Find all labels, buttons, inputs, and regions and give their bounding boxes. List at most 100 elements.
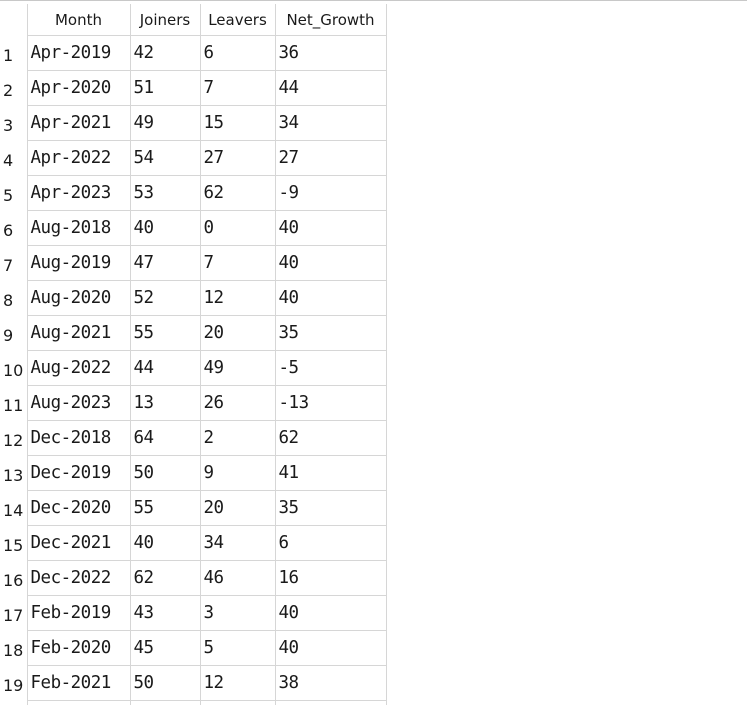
table-row[interactable]: 6 Aug-2018 40 0 40 — [0, 210, 387, 246]
cell-net-growth[interactable]: 6 — [275, 525, 387, 561]
cell-month[interactable]: Aug-2020 — [27, 280, 131, 316]
table-row[interactable]: 10 Aug-2022 44 49 -5 — [0, 350, 387, 386]
table-row[interactable]: 19 Feb-2021 50 12 38 — [0, 665, 387, 701]
cell-joiners[interactable]: 64 — [130, 420, 201, 456]
cell-month[interactable]: Aug-2018 — [27, 210, 131, 246]
cell-net-growth[interactable]: 41 — [275, 455, 387, 491]
cell-joiners[interactable]: 51 — [130, 70, 201, 106]
cell-net-growth[interactable]: 40 — [275, 210, 387, 246]
cell-joiners[interactable]: 44 — [130, 350, 201, 386]
cell-joiners[interactable]: 55 — [130, 490, 201, 526]
cell-month[interactable]: Dec-2020 — [27, 490, 131, 526]
cell-leavers[interactable]: 3 — [200, 595, 276, 631]
cell-leavers[interactable]: 62 — [200, 175, 276, 211]
table-row[interactable]: 16 Dec-2022 62 46 16 — [0, 560, 387, 596]
cell-month[interactable]: Apr-2023 — [27, 175, 131, 211]
cell-net-growth[interactable]: 35 — [275, 315, 387, 351]
cell-month[interactable]: Feb-2020 — [27, 630, 131, 666]
cell-month[interactable]: Feb-2021 — [27, 665, 131, 701]
cell-leavers[interactable]: 5 — [200, 630, 276, 666]
cell-month[interactable]: Apr-2019 — [27, 35, 131, 71]
cell-month[interactable]: Dec-2019 — [27, 455, 131, 491]
table-row[interactable]: 3 Apr-2021 49 15 34 — [0, 105, 387, 141]
table-row[interactable]: 20Feb-2022512130 — [0, 700, 387, 705]
cell-joiners[interactable]: 50 — [130, 455, 201, 491]
cell-leavers[interactable]: 0 — [200, 210, 276, 246]
cell-leavers[interactable]: 21 — [200, 700, 276, 705]
cell-leavers[interactable]: 7 — [200, 70, 276, 106]
table-row[interactable]: 5 Apr-2023 53 62 -9 — [0, 175, 387, 211]
table-row[interactable]: 15 Dec-2021 40 34 6 — [0, 525, 387, 561]
cell-net-growth[interactable]: -9 — [275, 175, 387, 211]
cell-net-growth[interactable]: 35 — [275, 490, 387, 526]
cell-month[interactable]: Dec-2018 — [27, 420, 131, 456]
cell-net-growth[interactable]: 40 — [275, 630, 387, 666]
cell-leavers[interactable]: 27 — [200, 140, 276, 176]
cell-joiners[interactable]: 52 — [130, 280, 201, 316]
cell-net-growth[interactable]: -13 — [275, 385, 387, 421]
cell-joiners[interactable]: 42 — [130, 35, 201, 71]
cell-net-growth[interactable]: -5 — [275, 350, 387, 386]
cell-leavers[interactable]: 46 — [200, 560, 276, 596]
cell-month[interactable]: Aug-2023 — [27, 385, 131, 421]
cell-leavers[interactable]: 2 — [200, 420, 276, 456]
cell-leavers[interactable]: 20 — [200, 315, 276, 351]
cell-net-growth[interactable]: 36 — [275, 35, 387, 71]
cell-leavers[interactable]: 7 — [200, 245, 276, 281]
cell-joiners[interactable]: 40 — [130, 210, 201, 246]
cell-month[interactable]: Feb-2022 — [27, 700, 131, 705]
cell-leavers[interactable]: 12 — [200, 280, 276, 316]
cell-joiners[interactable]: 45 — [130, 630, 201, 666]
table-row[interactable]: 2 Apr-2020 51 7 44 — [0, 70, 387, 106]
cell-leavers[interactable]: 49 — [200, 350, 276, 386]
table-row[interactable]: 18 Feb-2020 45 5 40 — [0, 630, 387, 666]
cell-month[interactable]: Apr-2021 — [27, 105, 131, 141]
cell-month[interactable]: Aug-2019 — [27, 245, 131, 281]
cell-month[interactable]: Dec-2022 — [27, 560, 131, 596]
cell-net-growth[interactable]: 34 — [275, 105, 387, 141]
table-row[interactable]: 12 Dec-2018 64 2 62 — [0, 420, 387, 456]
cell-joiners[interactable]: 53 — [130, 175, 201, 211]
cell-joiners[interactable]: 50 — [130, 665, 201, 701]
table-row[interactable]: 11 Aug-2023 13 26 -13 — [0, 385, 387, 421]
cell-month[interactable]: Apr-2022 — [27, 140, 131, 176]
cell-net-growth[interactable]: 44 — [275, 70, 387, 106]
cell-month[interactable]: Aug-2021 — [27, 315, 131, 351]
cell-leavers[interactable]: 6 — [200, 35, 276, 71]
cell-month[interactable]: Dec-2021 — [27, 525, 131, 561]
cell-net-growth[interactable]: 27 — [275, 140, 387, 176]
cell-leavers[interactable]: 9 — [200, 455, 276, 491]
cell-net-growth[interactable]: 62 — [275, 420, 387, 456]
cell-net-growth[interactable]: 40 — [275, 245, 387, 281]
cell-leavers[interactable]: 34 — [200, 525, 276, 561]
table-row[interactable]: 14 Dec-2020 55 20 35 — [0, 490, 387, 526]
cell-joiners[interactable]: 40 — [130, 525, 201, 561]
cell-net-growth[interactable]: 30 — [275, 700, 387, 705]
cell-joiners[interactable]: 54 — [130, 140, 201, 176]
cell-joiners[interactable]: 47 — [130, 245, 201, 281]
table-row[interactable]: 13 Dec-2019 50 9 41 — [0, 455, 387, 491]
cell-joiners[interactable]: 51 — [130, 700, 201, 705]
cell-month[interactable]: Apr-2020 — [27, 70, 131, 106]
cell-month[interactable]: Aug-2022 — [27, 350, 131, 386]
column-header-net-growth[interactable]: Net_Growth — [275, 4, 387, 36]
cell-joiners[interactable]: 13 — [130, 385, 201, 421]
table-row[interactable]: 1 Apr-2019 42 6 36 — [0, 35, 387, 71]
cell-joiners[interactable]: 43 — [130, 595, 201, 631]
cell-leavers[interactable]: 20 — [200, 490, 276, 526]
table-row[interactable]: 8 Aug-2020 52 12 40 — [0, 280, 387, 316]
cell-joiners[interactable]: 62 — [130, 560, 201, 596]
cell-leavers[interactable]: 12 — [200, 665, 276, 701]
table-row[interactable]: 7 Aug-2019 47 7 40 — [0, 245, 387, 281]
cell-net-growth[interactable]: 40 — [275, 595, 387, 631]
column-header-leavers[interactable]: Leavers — [200, 4, 276, 36]
column-header-month[interactable]: Month — [27, 4, 131, 36]
cell-leavers[interactable]: 15 — [200, 105, 276, 141]
cell-leavers[interactable]: 26 — [200, 385, 276, 421]
cell-month[interactable]: Feb-2019 — [27, 595, 131, 631]
cell-net-growth[interactable]: 38 — [275, 665, 387, 701]
cell-net-growth[interactable]: 40 — [275, 280, 387, 316]
cell-joiners[interactable]: 55 — [130, 315, 201, 351]
column-header-joiners[interactable]: Joiners — [130, 4, 201, 36]
table-row[interactable]: 4 Apr-2022 54 27 27 — [0, 140, 387, 176]
